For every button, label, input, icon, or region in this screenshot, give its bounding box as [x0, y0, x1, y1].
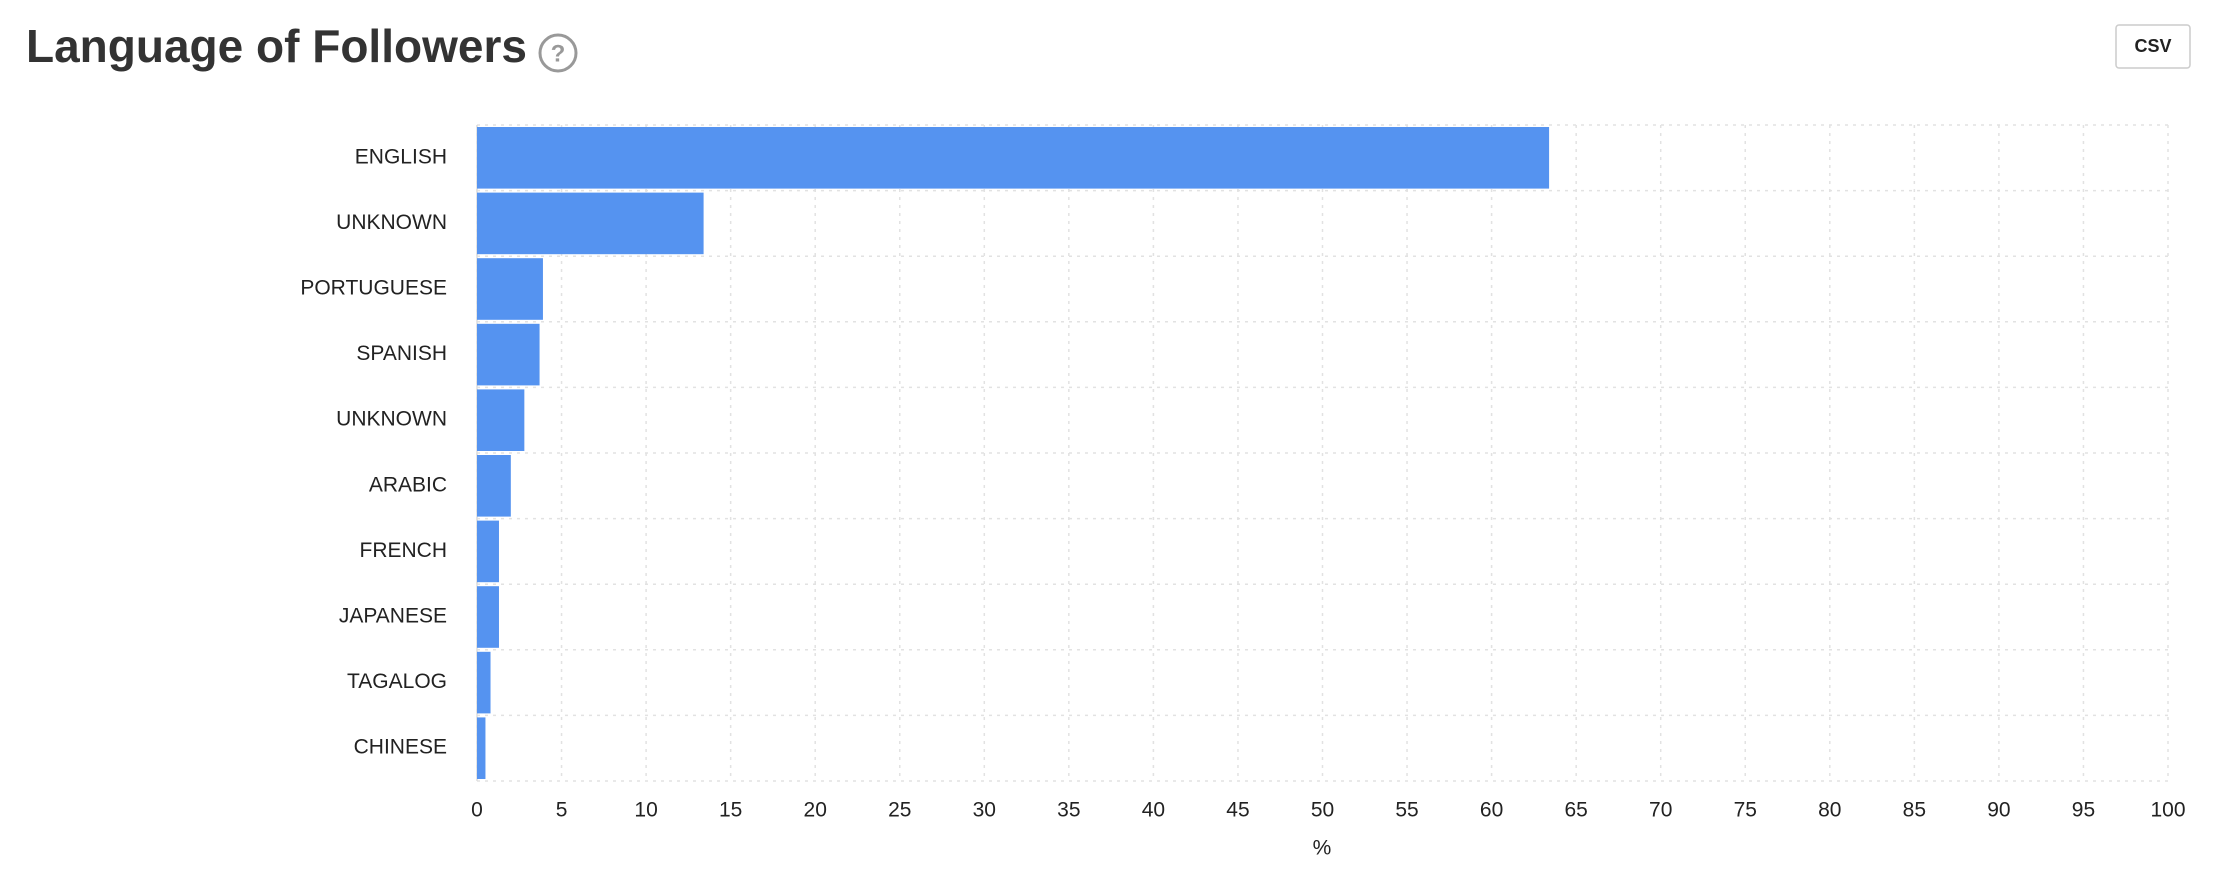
x-tick-label: 5	[556, 799, 568, 822]
x-tick-label: 25	[888, 799, 911, 822]
chart-title: Language of Followers	[26, 20, 527, 72]
bar	[477, 520, 499, 583]
bar	[477, 323, 540, 386]
y-tick-label: TAGALOG	[347, 670, 447, 693]
x-tick-label: 0	[471, 799, 483, 822]
x-tick-label: 95	[2072, 799, 2095, 822]
y-tick-label: CHINESE	[354, 736, 447, 759]
bar	[477, 651, 491, 714]
csv-button-label[interactable]: CSV	[2134, 36, 2171, 56]
x-tick-label: 75	[1734, 799, 1757, 822]
y-tick-label: JAPANESE	[339, 605, 447, 628]
help-text[interactable]: ?	[551, 40, 566, 67]
csv-button[interactable]: CSV	[2115, 24, 2191, 69]
x-tick-label: 60	[1480, 799, 1503, 822]
x-tick-label: 80	[1818, 799, 1841, 822]
x-tick-label: 35	[1057, 799, 1080, 822]
x-tick-label: 15	[719, 799, 742, 822]
x-tick-label: 100	[2150, 799, 2185, 822]
x-tick-label: 90	[1987, 799, 2010, 822]
y-tick-label: UNKNOWN	[336, 408, 447, 431]
help-circle[interactable]	[538, 33, 578, 73]
bar	[477, 258, 543, 320]
x-tick-label: 40	[1142, 799, 1165, 822]
y-tick-label: PORTUGUESE	[300, 277, 447, 300]
bar	[477, 389, 525, 451]
x-tick-label: 85	[1903, 799, 1926, 822]
bar	[477, 192, 704, 255]
y-tick-label: FRENCH	[360, 539, 448, 562]
bar	[477, 717, 486, 779]
x-tick-label: 50	[1311, 799, 1334, 822]
x-tick-label: 10	[634, 799, 657, 822]
x-tick-label: 70	[1649, 799, 1672, 822]
bar	[477, 586, 499, 648]
x-tick-label: 55	[1395, 799, 1418, 822]
y-tick-label: ENGLISH	[355, 145, 447, 168]
csv-button-box[interactable]	[2115, 24, 2191, 69]
x-tick-label: 30	[973, 799, 996, 822]
y-tick-label: UNKNOWN	[336, 211, 447, 234]
help-icon[interactable]: ?	[538, 33, 578, 73]
x-tick-label: 65	[1564, 799, 1587, 822]
bar	[477, 455, 511, 517]
y-tick-label: SPANISH	[356, 342, 447, 365]
bar	[477, 127, 1550, 189]
y-tick-label: ARABIC	[369, 473, 447, 496]
x-tick-label: 20	[804, 799, 827, 822]
x-tick-label: 45	[1226, 799, 1249, 822]
x-axis-label: %	[1313, 837, 1332, 860]
